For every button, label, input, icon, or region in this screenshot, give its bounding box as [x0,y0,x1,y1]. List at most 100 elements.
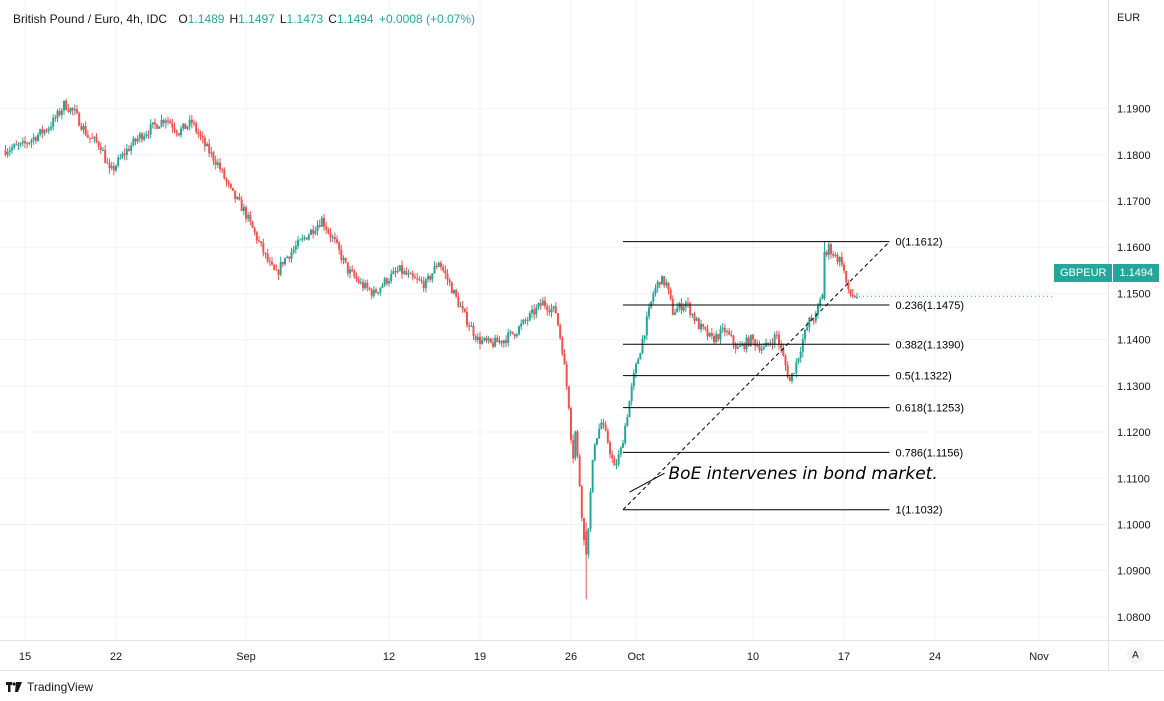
candle-body [106,162,109,164]
candle [437,261,440,268]
candle [175,129,178,137]
candle-body [600,422,603,429]
candle [502,339,505,348]
candle-body [11,147,13,151]
candle [420,276,423,284]
candle [327,227,330,235]
candle [82,123,85,134]
ohlc-c: C1.1494 [328,12,374,26]
candle [806,321,809,332]
candle-body [266,253,269,262]
candle-body [485,337,488,341]
candle-body [370,289,373,296]
candle-body [314,231,317,234]
candle [351,264,354,273]
candle-body [212,152,215,161]
candle [375,287,377,294]
candle [719,325,722,344]
candle [535,304,538,319]
candle-body [160,119,163,127]
candle-body [734,344,737,349]
candle-body [273,264,276,270]
candle [505,335,507,347]
candle-body [593,444,596,460]
candle [359,277,362,285]
candle [411,270,414,281]
candle [299,238,302,241]
candle [546,303,549,316]
candle-body [457,296,460,307]
candle [251,220,254,228]
candle-body [823,251,826,299]
candle-body [567,386,570,409]
candle-body [671,298,674,315]
candle-body [54,117,57,119]
candle-body [71,108,74,111]
candle [687,297,689,309]
candle [526,316,529,326]
candle [648,303,650,320]
candle [102,147,104,151]
candle [752,333,754,345]
candle [232,187,234,192]
candle [617,449,620,467]
candle [747,335,750,348]
candle [245,205,247,223]
candle [50,121,52,132]
candle-body [331,236,334,238]
candle [258,236,260,243]
candle-body [784,356,787,366]
candle [396,265,399,274]
candle [11,143,13,154]
candle-body [115,165,117,171]
candle-body [184,123,187,129]
candle [266,248,269,264]
candle [645,311,648,340]
price-tick-label: 1.0900 [1117,566,1151,578]
candle-body [500,340,503,344]
candle-body [392,271,395,274]
candle-body [667,282,670,290]
candle-body [853,295,856,298]
candle [533,304,536,320]
candle [86,130,89,139]
candle-body [32,137,35,141]
candle [665,279,668,288]
candle [123,148,126,161]
candle-body [56,111,59,119]
candle [112,162,115,176]
candle-body [17,144,20,146]
candle [853,294,856,298]
candle [65,98,68,111]
candle-body [245,207,247,219]
candle-body [808,317,811,328]
auto-scale-button[interactable]: A [1127,647,1144,664]
candle-body [201,136,204,138]
candle-body [459,306,462,308]
candle-body [661,276,663,285]
candle [734,341,737,354]
candle [41,125,44,139]
candle-body [173,127,176,131]
candle [58,107,61,117]
candle [448,277,451,287]
candle [431,273,434,283]
candle-body [132,138,135,146]
candle [689,301,692,318]
candle-body [637,359,640,364]
candle-body [706,328,709,337]
candle-body [505,340,507,343]
candle [24,136,26,149]
candle-body [511,331,514,334]
candle [825,249,828,258]
candle [28,141,31,146]
candle [95,133,98,144]
candle-body [78,112,81,126]
candle [849,289,852,297]
tradingview-brand[interactable]: TradingView [6,680,93,694]
candle-body [102,149,104,151]
candle-body [427,275,429,280]
candle-body [442,267,445,271]
candle [537,302,540,311]
